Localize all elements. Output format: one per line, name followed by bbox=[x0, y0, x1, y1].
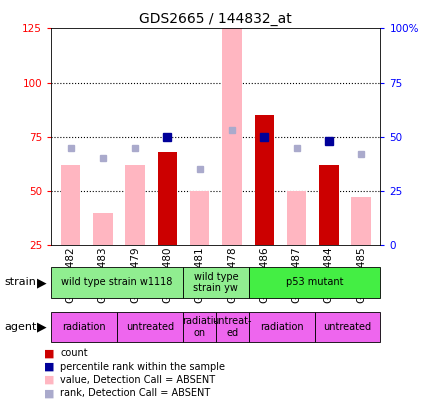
Bar bbox=[319, 165, 339, 245]
Bar bbox=[125, 165, 145, 245]
Text: ■: ■ bbox=[44, 375, 54, 385]
Bar bbox=[222, 28, 242, 245]
Bar bbox=[287, 191, 306, 245]
Text: wild type
strain yw: wild type strain yw bbox=[194, 272, 238, 293]
Bar bbox=[93, 213, 113, 245]
Text: radiation: radiation bbox=[260, 322, 303, 332]
Text: wild type strain w1118: wild type strain w1118 bbox=[61, 277, 173, 288]
Text: ▶: ▶ bbox=[37, 320, 47, 334]
Text: ■: ■ bbox=[44, 362, 54, 371]
Bar bbox=[190, 191, 209, 245]
Bar bbox=[352, 197, 371, 245]
Text: ■: ■ bbox=[44, 388, 54, 398]
Text: radiation: radiation bbox=[62, 322, 106, 332]
Bar bbox=[158, 152, 177, 245]
Text: ▶: ▶ bbox=[37, 276, 47, 289]
Text: p53 mutant: p53 mutant bbox=[286, 277, 344, 288]
Text: value, Detection Call = ABSENT: value, Detection Call = ABSENT bbox=[60, 375, 215, 385]
Text: untreat-
ed: untreat- ed bbox=[213, 316, 252, 338]
Text: agent: agent bbox=[4, 322, 37, 332]
Text: untreated: untreated bbox=[324, 322, 372, 332]
Text: strain: strain bbox=[4, 277, 36, 288]
Text: radiati-
on: radiati- on bbox=[182, 316, 217, 338]
Text: ■: ■ bbox=[44, 348, 54, 358]
Text: percentile rank within the sample: percentile rank within the sample bbox=[60, 362, 225, 371]
Text: untreated: untreated bbox=[126, 322, 174, 332]
Bar bbox=[61, 165, 80, 245]
Title: GDS2665 / 144832_at: GDS2665 / 144832_at bbox=[139, 12, 292, 26]
Bar bbox=[255, 115, 274, 245]
Text: count: count bbox=[60, 348, 88, 358]
Text: rank, Detection Call = ABSENT: rank, Detection Call = ABSENT bbox=[60, 388, 210, 398]
